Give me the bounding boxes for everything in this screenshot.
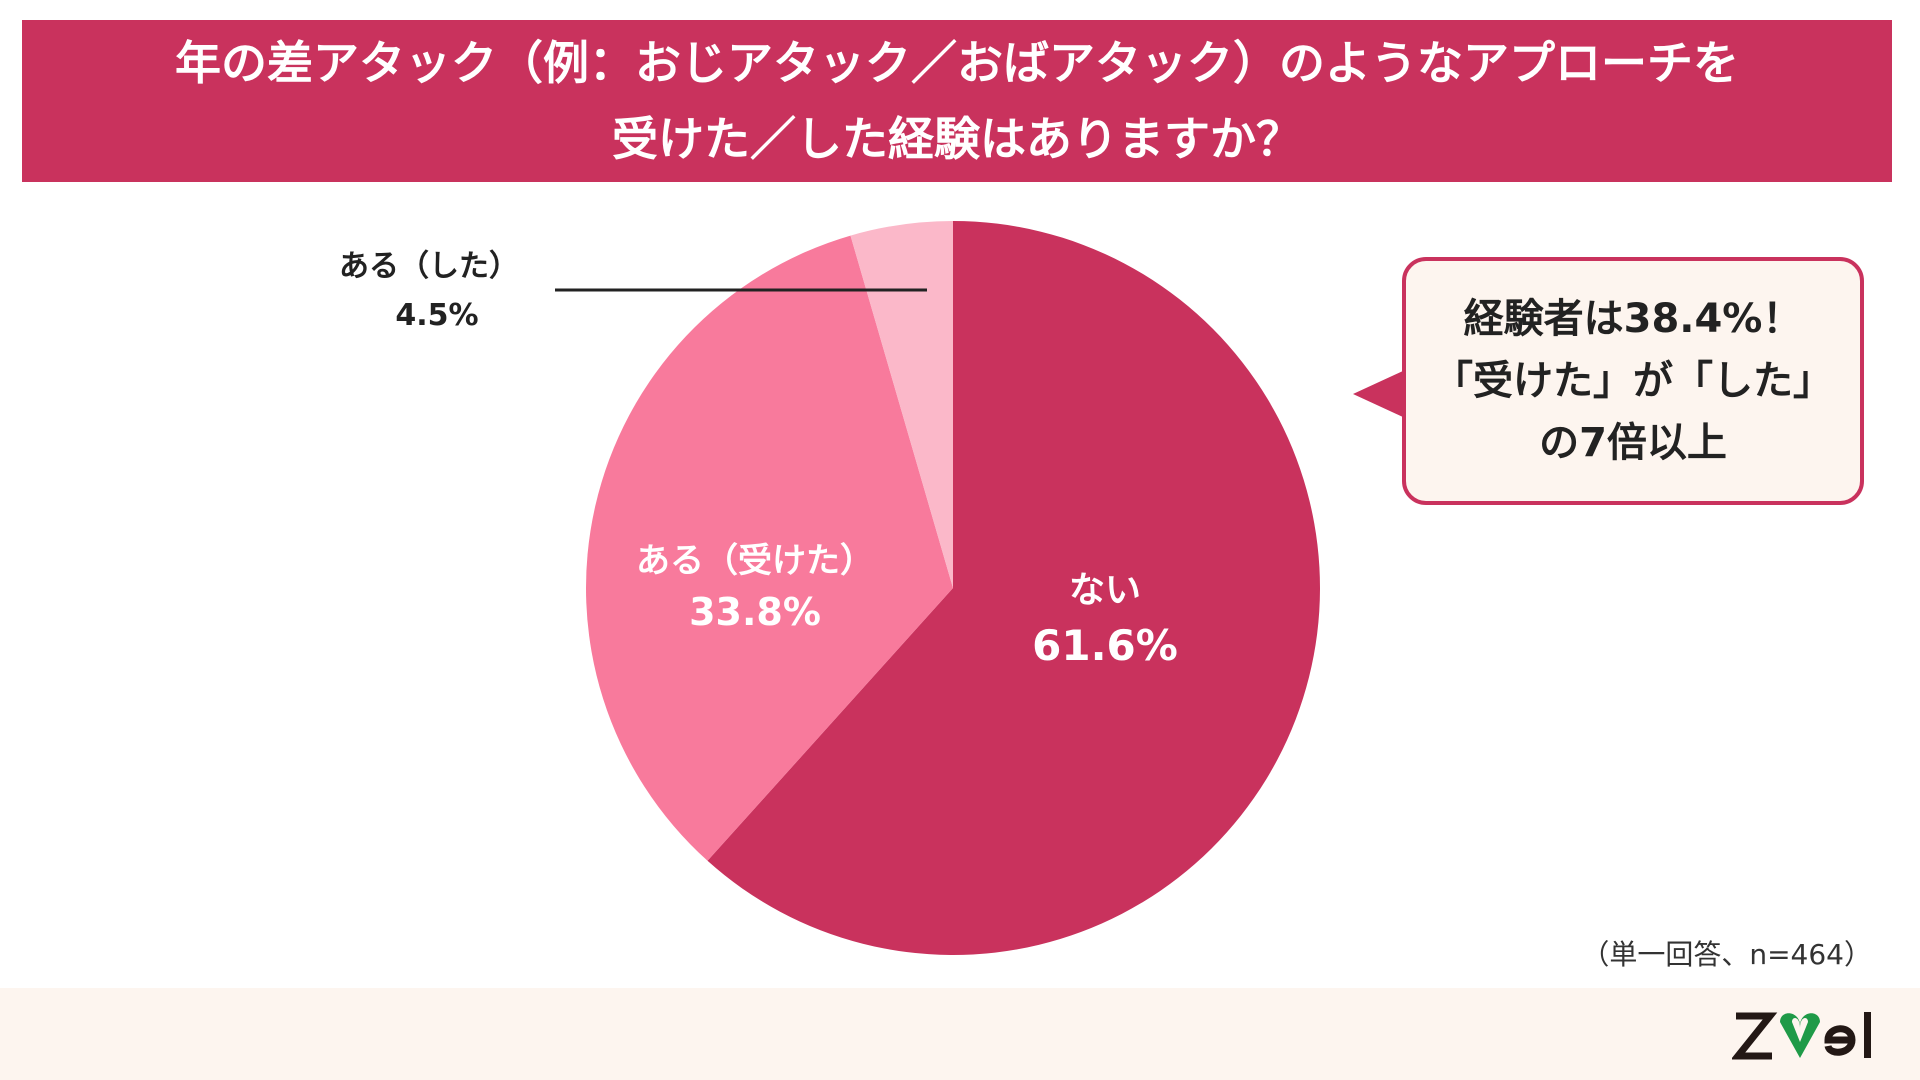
slice-value-shita: 4.5% [395, 298, 478, 333]
callout-bubble: 経験者は38.4%！ 「受けた」が「した」 の7倍以上 [1402, 257, 1864, 505]
slice-value-nai: 61.6% [1032, 621, 1178, 670]
callout-pointer [1353, 370, 1405, 418]
slice-uketa [585, 235, 953, 861]
callout-line-3: の7倍以上 [1539, 420, 1727, 466]
sample-note: （単一回答、n=464） [1581, 938, 1872, 971]
zwei-logo [1732, 1012, 1871, 1060]
title-line-1: 年の差アタック（例：おじアタック／おばアタック）のようなアプローチを [175, 36, 1739, 90]
slice-label-uketa: ある（受けた） [636, 541, 874, 581]
title-line-2: 受けた／した経験はありますか？ [612, 112, 1302, 166]
callout-line-2: 「受けた」が「した」 [1433, 358, 1833, 404]
slice-shita [850, 221, 953, 588]
chart-title: 年の差アタック（例：おじアタック／おばアタック）のようなアプローチを 受けた／し… [22, 20, 1892, 182]
slice-label-nai: ない [1069, 570, 1141, 611]
callout-line-1: 経験者は38.4%！ [1463, 296, 1803, 342]
slice-value-uketa: 33.8% [689, 590, 821, 634]
slice-label-shita: ある（した） [339, 249, 519, 284]
slice-nai [707, 221, 1320, 955]
footer-band [0, 988, 1920, 1080]
